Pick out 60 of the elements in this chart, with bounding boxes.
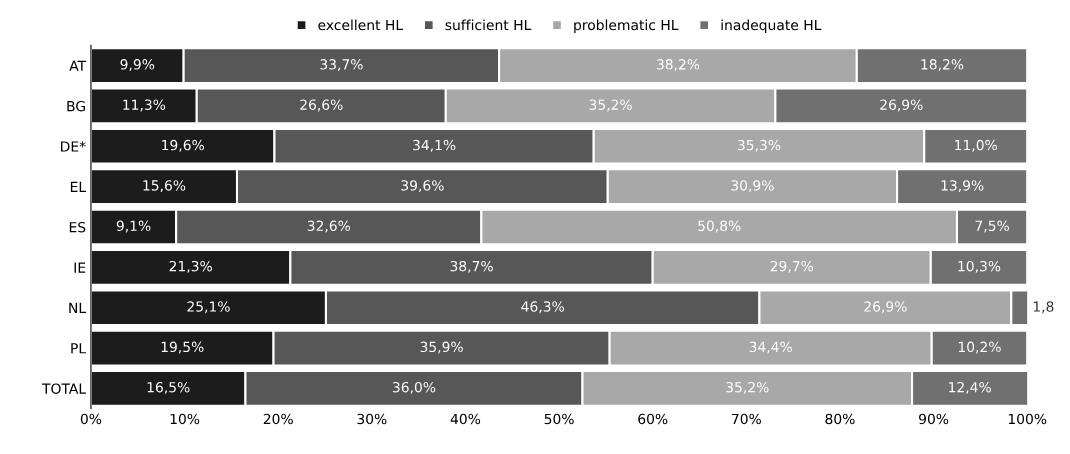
data-label: 39,6% — [401, 180, 444, 193]
data-label: 35,2% — [726, 381, 769, 394]
data-label: 9,9% — [120, 59, 155, 72]
y-tick-label: ES — [69, 221, 86, 233]
y-tick-label: DE* — [61, 141, 86, 152]
x-tick-label: 20% — [263, 413, 293, 425]
x-tick-label: 60% — [638, 413, 668, 425]
data-label: 34,4% — [749, 341, 792, 354]
x-tick-label: 50% — [544, 413, 574, 425]
legend-label: inadequate HL — [721, 19, 822, 33]
data-label: 38,2% — [656, 59, 700, 72]
x-tick-label: 100% — [1008, 413, 1047, 425]
legend-label: problematic HL — [574, 19, 679, 33]
data-label: 15,6% — [143, 180, 186, 193]
data-label: 21,3% — [169, 260, 212, 273]
data-label: 29,7% — [770, 260, 814, 273]
data-label: 10,3% — [958, 260, 1001, 273]
data-label: 35,3% — [737, 139, 781, 152]
y-tick-label: PL — [71, 343, 87, 354]
y-tick-label: BG — [67, 100, 85, 112]
data-label: 26,9% — [864, 301, 907, 314]
y-tick-label: EL — [70, 181, 87, 192]
y-tick-label: NL — [69, 302, 87, 313]
data-label: 18,2% — [921, 59, 964, 72]
data-label: 36,0% — [392, 381, 436, 394]
data-label: 33,7% — [320, 59, 363, 72]
data-label: 35,2% — [589, 99, 632, 112]
data-label: 7,5% — [975, 220, 1009, 233]
x-tick-label: 30% — [357, 413, 387, 425]
y-tick-label: TOTAL — [41, 383, 87, 394]
data-label: 19,6% — [162, 139, 204, 152]
legend-label: excellent HL — [318, 19, 404, 31]
data-label: 9,1% — [116, 220, 151, 233]
x-tick-label: 80% — [825, 413, 855, 425]
data-label: 50,8% — [698, 220, 741, 233]
data-label: 19,5% — [161, 341, 204, 354]
data-label: 11,0% — [955, 139, 997, 152]
data-label: 35,9% — [420, 341, 463, 354]
data-label: 32,6% — [307, 220, 351, 233]
x-tick-label: 10% — [170, 413, 200, 425]
data-label: 25,1% — [187, 301, 230, 314]
data-label: 34,1% — [413, 139, 456, 152]
data-label: 16,5% — [147, 381, 190, 394]
data-label: 12,4% — [949, 381, 991, 394]
data-label: 26,9% — [880, 99, 923, 112]
x-tick-label: 70% — [732, 413, 761, 425]
data-label: 13,9% — [941, 180, 984, 193]
x-tick-label: 40% — [450, 413, 481, 425]
data-label: 46,3% — [521, 301, 564, 314]
data-label: 26,6% — [300, 99, 343, 112]
data-label: 38,7% — [450, 260, 493, 273]
data-label: 10,2% — [958, 341, 1001, 354]
y-tick-label: AT — [69, 60, 87, 71]
x-tick-label: 90% — [919, 413, 949, 425]
data-label: 1,8 — [1033, 301, 1054, 314]
x-tick-label: 0% — [80, 413, 102, 425]
legend-label: sufficient HL — [445, 19, 532, 31]
data-label: 30,9% — [731, 180, 774, 193]
y-tick-label: IE — [74, 262, 86, 273]
data-label: 11,3% — [123, 99, 166, 112]
